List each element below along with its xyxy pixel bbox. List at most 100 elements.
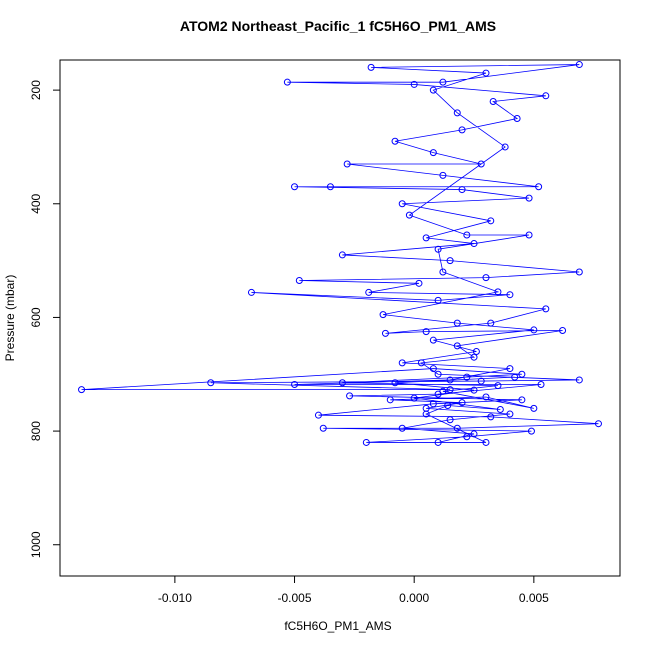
data-point	[295, 276, 303, 284]
data-point	[319, 424, 327, 432]
y-tick-label: 800	[29, 421, 43, 441]
data-point	[594, 420, 602, 428]
data-point	[362, 438, 370, 446]
data-point	[429, 336, 437, 344]
data-point	[453, 319, 461, 327]
data-point	[434, 390, 442, 398]
data-point	[506, 365, 514, 373]
data-point	[494, 382, 502, 390]
data-point	[537, 380, 545, 388]
data-point	[506, 291, 514, 299]
data-point	[542, 92, 550, 100]
data-point	[477, 160, 485, 168]
data-point	[453, 424, 461, 432]
data-point	[525, 231, 533, 239]
data-point	[530, 326, 538, 334]
data-point	[444, 402, 452, 410]
data-point	[463, 433, 471, 441]
data-point	[429, 86, 437, 94]
data-point	[398, 359, 406, 367]
data-point	[506, 410, 514, 418]
data-point	[542, 305, 550, 313]
data-point	[482, 438, 490, 446]
data-point	[338, 251, 346, 259]
data-point	[439, 268, 447, 276]
data-point	[78, 386, 86, 394]
data-point	[434, 296, 442, 304]
data-point	[470, 353, 478, 361]
data-point	[391, 137, 399, 145]
data-point	[487, 413, 495, 421]
data-point	[439, 171, 447, 179]
y-tick-label: 600	[29, 307, 43, 327]
data-point	[446, 376, 454, 384]
chart-title: ATOM2 Northeast_Pacific_1 fC5H6O_PM1_AMS	[180, 18, 496, 34]
data-point	[381, 329, 389, 337]
data-point	[326, 183, 334, 191]
data-point	[458, 399, 466, 407]
data-point	[446, 416, 454, 424]
data-point	[434, 370, 442, 378]
data-point	[283, 78, 291, 86]
data-point	[489, 97, 497, 105]
data-point	[367, 63, 375, 71]
data-point	[482, 69, 490, 77]
data-point	[410, 80, 418, 88]
plot-frame	[59, 59, 621, 577]
data-point	[482, 274, 490, 282]
x-axis-title: fC5H6O_PM1_AMS	[284, 619, 391, 633]
data-point	[472, 348, 480, 356]
data-point	[496, 405, 504, 413]
data-point	[525, 194, 533, 202]
data-point	[458, 186, 466, 194]
data-point	[518, 370, 526, 378]
data-point	[527, 427, 535, 435]
data-point	[513, 115, 521, 123]
data-point	[398, 424, 406, 432]
data-point	[559, 327, 567, 335]
x-tick-label: 0.000	[399, 591, 429, 605]
data-point	[422, 410, 430, 418]
x-tick-label: -0.010	[158, 591, 192, 605]
data-point	[247, 288, 255, 296]
data-point	[398, 200, 406, 208]
y-axis-title: Pressure (mbar)	[3, 275, 17, 362]
x-tick-label: -0.005	[278, 591, 312, 605]
data-point	[405, 211, 413, 219]
data-point	[429, 149, 437, 157]
data-point	[410, 394, 418, 402]
series-line	[81, 64, 599, 443]
data-point	[575, 376, 583, 384]
data-point	[417, 359, 425, 367]
data-point	[415, 279, 423, 287]
data-point	[535, 183, 543, 191]
y-tick-label: 200	[29, 80, 43, 100]
data-point	[470, 240, 478, 248]
data-point	[511, 373, 519, 381]
data-point	[346, 392, 354, 400]
data-point	[314, 411, 322, 419]
data-point	[439, 78, 447, 86]
y-tick-label: 1000	[29, 531, 43, 558]
data-point	[477, 377, 485, 385]
data-point	[379, 311, 387, 319]
y-tick-label: 400	[29, 193, 43, 213]
data-point	[291, 380, 299, 388]
data-point	[482, 393, 490, 401]
data-point	[429, 400, 437, 408]
data-point	[463, 373, 471, 381]
data-point	[470, 430, 478, 438]
data-point	[434, 245, 442, 253]
data-point	[453, 342, 461, 350]
data-point	[458, 126, 466, 134]
data-point	[501, 143, 509, 151]
data-point	[338, 379, 346, 387]
data-point	[575, 268, 583, 276]
data-point	[343, 160, 351, 168]
data-point	[575, 61, 583, 69]
data-point	[434, 438, 442, 446]
data-point	[207, 379, 215, 387]
